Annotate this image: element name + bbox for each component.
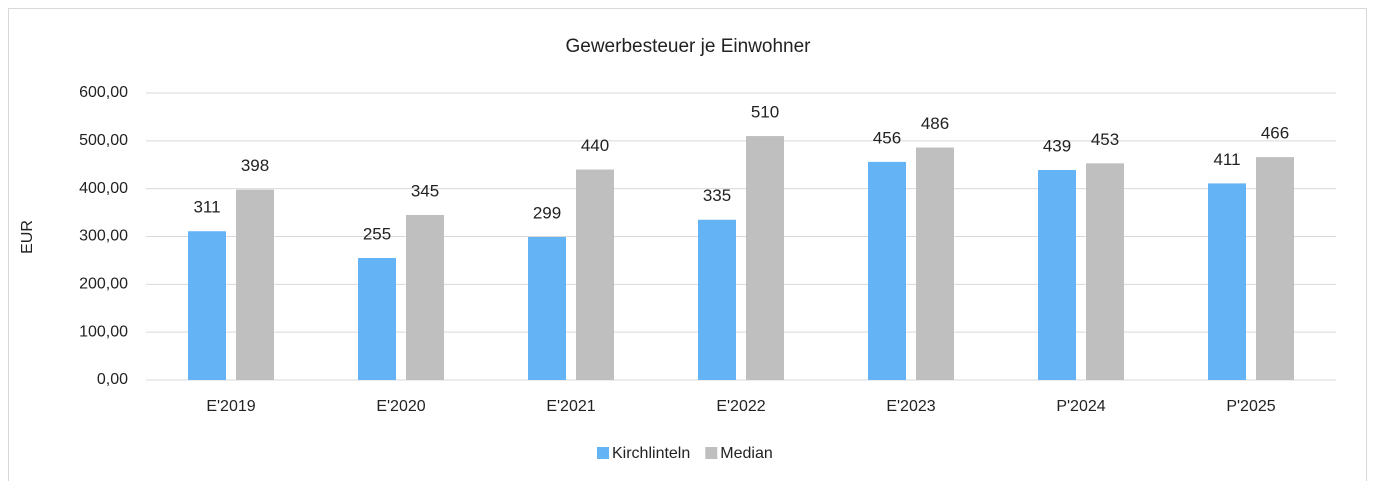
x-tick-label: E'2019 <box>206 398 255 415</box>
bar <box>1086 163 1124 380</box>
y-tick-label: 500,00 <box>79 132 128 149</box>
data-label: 411 <box>1213 150 1240 169</box>
data-label: 345 <box>411 181 439 200</box>
y-tick-label: 400,00 <box>79 180 128 197</box>
x-tick-label: P'2024 <box>1056 398 1105 415</box>
data-label: 440 <box>581 136 609 155</box>
data-label: 439 <box>1043 136 1071 155</box>
y-tick-label: 0,00 <box>97 371 128 388</box>
bar <box>406 214 444 380</box>
bar <box>746 136 784 380</box>
x-tick-label: E'2023 <box>886 398 935 415</box>
bar <box>1256 157 1294 380</box>
data-label: 453 <box>1091 130 1119 149</box>
y-tick-label: 200,00 <box>79 276 128 293</box>
bar <box>1208 183 1246 380</box>
bar <box>188 231 226 380</box>
legend-label: Kirchlinteln <box>612 445 690 462</box>
x-tick-label: E'2022 <box>716 398 765 415</box>
bar <box>1038 170 1076 380</box>
x-tick-label: E'2021 <box>546 398 595 415</box>
data-label: 299 <box>533 203 561 222</box>
bar <box>528 236 566 380</box>
data-label: 466 <box>1261 124 1289 143</box>
y-tick-label: 300,00 <box>79 228 128 245</box>
bar <box>576 169 614 380</box>
y-tick-label: 600,00 <box>79 84 128 101</box>
bar <box>698 219 736 380</box>
data-label: 510 <box>751 103 779 122</box>
x-tick-label: P'2025 <box>1226 398 1275 415</box>
y-axis-label: EUR <box>19 220 36 254</box>
data-label: 398 <box>241 156 269 175</box>
legend-swatch <box>597 447 609 459</box>
data-label: 335 <box>703 186 731 205</box>
y-tick-label: 100,00 <box>79 323 128 340</box>
data-label: 311 <box>193 198 220 217</box>
x-tick-label: E'2020 <box>376 398 425 415</box>
bar <box>358 258 396 380</box>
bar <box>236 189 274 380</box>
bar <box>868 161 906 380</box>
chart-title: Gewerbesteuer je Einwohner <box>565 36 811 57</box>
chart-frame <box>8 8 1367 481</box>
data-label: 456 <box>873 128 901 147</box>
legend-swatch <box>705 447 718 459</box>
data-label: 486 <box>921 114 949 133</box>
legend-label: Median <box>720 445 772 462</box>
data-label: 255 <box>363 225 391 244</box>
bar <box>916 147 954 380</box>
